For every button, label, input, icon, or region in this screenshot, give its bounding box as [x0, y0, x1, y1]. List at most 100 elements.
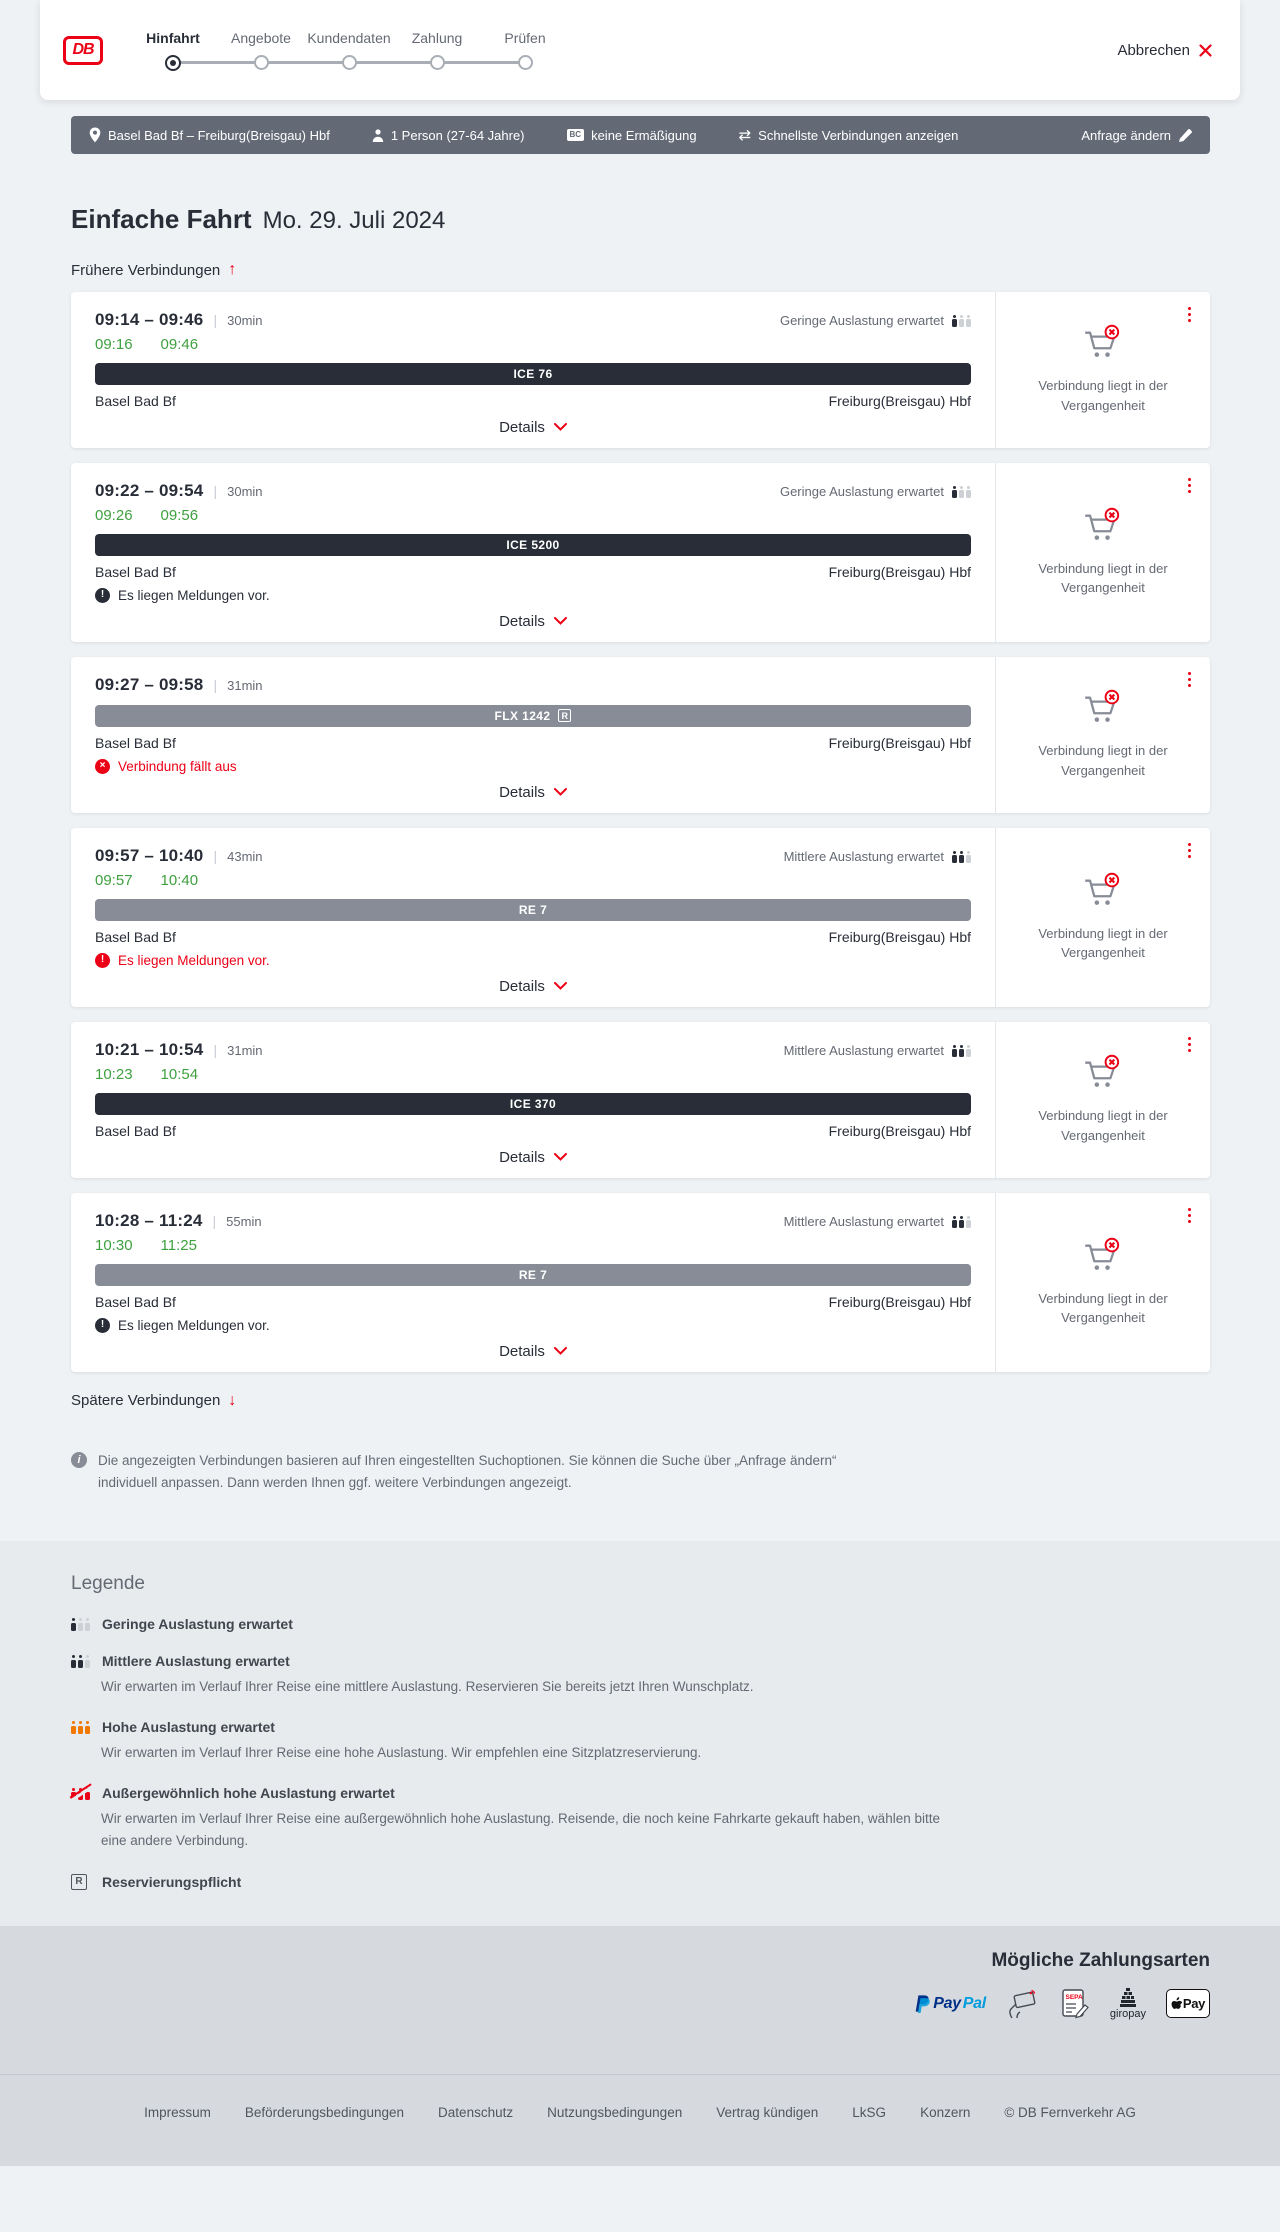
edit-search-label: Anfrage ändern [1081, 127, 1171, 143]
connection-side-panel: Verbindung liegt in der Vergangenheit [995, 462, 1210, 642]
details-toggle[interactable]: Details [95, 978, 971, 995]
footer-link-lksg[interactable]: LkSG [852, 2104, 887, 2120]
legend-label: Mittlere Auslastung erwartet [102, 1652, 290, 1669]
train-segment-bar: ICE 5200 [95, 533, 971, 556]
edit-search-button[interactable]: Anfrage ändern [1081, 128, 1192, 143]
page-footer: Impressum Beförderungsbedingungen Datens… [0, 2073, 1280, 2166]
step-label: Zahlung [411, 29, 463, 46]
step-kundendaten[interactable]: Kundendaten [305, 30, 393, 71]
step-hinfahrt[interactable]: Hinfahrt [129, 30, 217, 71]
destination-station: Freiburg(Breisgau) Hbf [828, 563, 971, 580]
step-pruefen[interactable]: Prüfen [481, 30, 569, 71]
details-toggle[interactable]: Details [95, 613, 971, 630]
giropay-icon: giropay [1110, 1987, 1146, 2020]
occupancy-medium-icon [71, 1654, 90, 1668]
swap-arrows-icon: ⇄ [738, 126, 752, 144]
step-label: Prüfen [504, 29, 546, 46]
passenger-text: 1 Person (27-64 Jahre) [390, 127, 525, 143]
location-pin-icon [89, 127, 101, 143]
footer-link-datenschutz[interactable]: Datenschutz [438, 2104, 514, 2120]
connection-main: 09:57 – 10:40 | 43min Mittlere Auslastun… [71, 828, 995, 1007]
legend-label: Geringe Auslastung erwartet [102, 1615, 293, 1632]
step-zahlung[interactable]: Zahlung [393, 30, 481, 71]
train-segment-bar: ICE 76 [95, 362, 971, 385]
footer-link-konzern[interactable]: Konzern [920, 2104, 971, 2120]
destination-station: Freiburg(Breisgau) Hbf [828, 928, 971, 945]
footer-link-befoerderungsbedingungen[interactable]: Beförderungsbedingungen [244, 2104, 405, 2120]
planned-times: 09:14 – 09:46 [95, 309, 204, 329]
duration: 43min [227, 848, 263, 864]
details-label: Details [499, 783, 545, 801]
occupancy-low-icon [71, 1617, 90, 1631]
connection-side-panel: Verbindung liegt in der Vergangenheit [995, 656, 1210, 813]
paypal-icon: Pay Pal [913, 1993, 986, 2014]
duration: 55min [226, 1213, 262, 1229]
connection-card: 09:27 – 09:58 | 31min FLX 1242 R Basel B… [71, 656, 1210, 813]
details-toggle[interactable]: Details [95, 784, 971, 801]
details-label: Details [499, 1148, 545, 1166]
connection-main: 09:14 – 09:46 | 30min Geringe Auslastung… [71, 292, 995, 448]
earlier-connections-link[interactable]: Frühere Verbindungen ↑ [71, 261, 236, 279]
more-options-button[interactable] [1186, 1206, 1194, 1226]
more-options-button[interactable] [1186, 841, 1194, 861]
cancel-button[interactable]: Abbrechen [1117, 42, 1212, 59]
connection-list: 09:14 – 09:46 | 30min Geringe Auslastung… [71, 291, 1210, 1372]
connection-card: 09:14 – 09:46 | 30min Geringe Auslastung… [71, 291, 1210, 448]
message-text: Es liegen Meldungen vor. [118, 952, 270, 968]
footer-link-impressum[interactable]: Impressum [144, 2104, 211, 2120]
footer-link-vertrag-kuendigen[interactable]: Vertrag kündigen [716, 2104, 819, 2120]
realtime-times: 09:16 09:46 [95, 336, 971, 353]
paypal-label-a: Pay [933, 1994, 961, 2012]
connection-main: 10:21 – 10:54 | 31min Mittlere Auslastun… [71, 1022, 995, 1178]
connection-message: × Verbindung fällt aus [95, 758, 971, 774]
train-label: FLX 1242 [494, 708, 551, 723]
past-connection-note: Verbindung liegt in der Vergangenheit [1038, 1108, 1168, 1143]
origin-station: Basel Bad Bf [95, 392, 176, 409]
chevron-down-icon [553, 423, 567, 431]
occupancy-exceptional-icon [71, 1786, 90, 1801]
occupancy-indicator: Mittlere Auslastung erwartet [784, 1214, 971, 1229]
past-connection-note: Verbindung liegt in der Vergangenheit [1038, 925, 1168, 961]
legend-item-exceptional: Außergewöhnlich hohe Auslastung erwartet [71, 1785, 1210, 1801]
payment-section: Mögliche Zahlungsarten Pay Pal [0, 1925, 1280, 2074]
legend-heading: Legende [71, 1572, 145, 1594]
realtime-times: 09:57 10:40 [95, 872, 971, 889]
times-separator: | [213, 847, 218, 864]
duration: 30min [227, 312, 263, 328]
occupancy-label: Mittlere Auslastung erwartet [783, 848, 944, 864]
more-options-button[interactable] [1186, 1035, 1194, 1055]
step-angebote[interactable]: Angebote [217, 30, 305, 71]
step-dot-icon [429, 54, 445, 70]
alert-icon: ! [95, 1317, 110, 1333]
connection-message: ! Es liegen Meldungen vor. [95, 952, 971, 968]
route-text: Basel Bad Bf – Freiburg(Breisgau) Hbf [108, 127, 330, 143]
legend-label: Außergewöhnlich hohe Auslastung erwartet [102, 1785, 395, 1802]
more-options-button[interactable] [1186, 670, 1194, 690]
occupancy-indicator: Mittlere Auslastung erwartet [784, 1043, 971, 1058]
alert-icon: ! [95, 587, 110, 603]
legend-description: Wir erwarten im Verlauf Ihrer Reise eine… [101, 1744, 702, 1760]
train-label: RE 7 [518, 1267, 548, 1282]
footer-link-nutzungsbedingungen[interactable]: Nutzungsbedingungen [547, 2104, 683, 2120]
arrow-up-icon: ↑ [228, 261, 237, 278]
details-toggle[interactable]: Details [95, 1149, 971, 1166]
destination-station: Freiburg(Breisgau) Hbf [828, 1122, 971, 1139]
legend-item-high: Hohe Auslastung erwartet [71, 1719, 1210, 1735]
train-label: ICE 5200 [506, 537, 560, 552]
realtime-times: 10:30 11:25 [95, 1237, 971, 1254]
more-options-button[interactable] [1186, 305, 1194, 325]
origin-station: Basel Bad Bf [95, 563, 176, 580]
realtime-times: 09:26 09:56 [95, 507, 971, 524]
details-toggle[interactable]: Details [95, 419, 971, 436]
more-options-button[interactable] [1186, 476, 1194, 496]
details-toggle[interactable]: Details [95, 1343, 971, 1360]
cart-unavailable-icon [1085, 507, 1120, 540]
details-label: Details [499, 977, 545, 995]
actual-arrive: 11:25 [160, 1236, 197, 1254]
occupancy-label: Mittlere Auslastung erwartet [783, 1042, 944, 1058]
route-summary: Basel Bad Bf – Freiburg(Breisgau) Hbf [89, 127, 330, 143]
past-connection-note: Verbindung liegt in der Vergangenheit [1038, 743, 1168, 778]
earlier-connections-label: Frühere Verbindungen [71, 261, 221, 279]
step-dot-active-icon [165, 54, 181, 71]
later-connections-link[interactable]: Spätere Verbindungen ↓ [71, 1392, 236, 1410]
